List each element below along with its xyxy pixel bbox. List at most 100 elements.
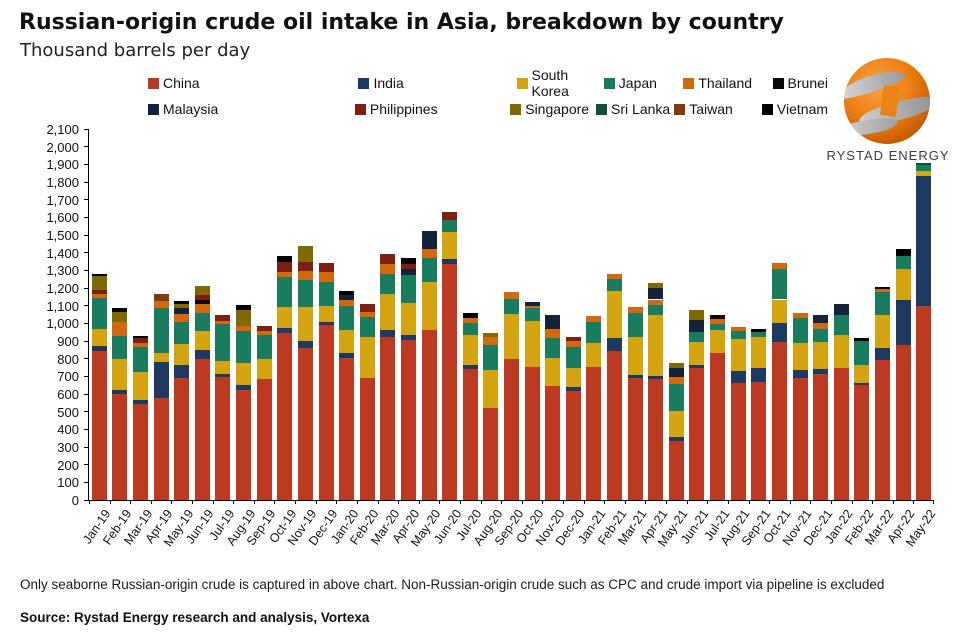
legend-label: Singapore <box>525 101 590 117</box>
bar-segment-india <box>236 385 252 391</box>
x-axis-tick <box>810 500 812 504</box>
bar-segment-japan <box>504 298 519 314</box>
stacked-bar-jun-20 <box>442 212 458 500</box>
legend-swatch-icon <box>683 77 695 89</box>
bar-segment-south-korea <box>627 337 643 375</box>
bar-segment-india <box>895 300 911 346</box>
x-axis-tick <box>769 500 771 504</box>
bar-segment-india <box>648 376 664 379</box>
bar-segment-south-korea <box>524 320 540 367</box>
bar-segment-singapore <box>91 275 107 290</box>
bar-segment-philippines <box>359 303 375 312</box>
bar-segment-south-korea <box>380 294 396 330</box>
x-axis-tick <box>583 500 585 504</box>
stacked-bar-chart-plot-area: 0 100 200 300 400 500 600 700 800 900 1,000 1,100 1,… <box>46 122 938 549</box>
legend-swatch-icon <box>596 103 608 115</box>
bar-segment-philippines <box>565 337 581 341</box>
y-axis-tick <box>84 163 88 165</box>
bar-segment-south-korea <box>277 307 293 328</box>
y-axis-label: 0 <box>71 493 79 508</box>
bar-segment-thailand <box>565 341 581 348</box>
y-axis-label: 1,400 <box>46 245 79 261</box>
bar-segment-vietnam <box>874 287 890 289</box>
bar-segment-japan <box>689 332 705 342</box>
stacked-bar-sep-19 <box>256 326 272 500</box>
x-axis-tick <box>872 500 874 504</box>
bar-segment-thailand <box>648 299 664 305</box>
bar-segment-south-korea <box>751 336 767 369</box>
x-axis-tick <box>356 500 358 504</box>
bar-segment-japan <box>359 317 375 338</box>
x-axis-tick <box>253 500 255 504</box>
legend-swatch-icon <box>674 103 686 115</box>
bar-segment-thailand <box>524 305 540 309</box>
bar-segment-thailand <box>133 342 149 348</box>
x-axis-tick <box>624 500 626 504</box>
y-axis-tick <box>84 234 88 236</box>
y-axis-tick <box>84 464 88 466</box>
bar-segment-malaysia <box>648 288 664 300</box>
bar-segment-china <box>91 350 107 500</box>
stacked-bar-jun-21 <box>689 310 705 500</box>
bar-segment-south-korea <box>174 343 190 365</box>
legend-label: China <box>163 75 200 91</box>
x-axis-tick <box>645 500 647 504</box>
legend-item-japan: Japan <box>603 75 684 91</box>
bar-segment-south-korea <box>483 370 499 409</box>
x-axis-tick <box>686 500 688 504</box>
y-axis-label: 1,600 <box>46 210 79 226</box>
bar-segment-india <box>400 334 416 341</box>
stacked-bar-feb-19 <box>112 308 128 500</box>
stacked-bar-oct-21 <box>771 263 787 500</box>
y-axis-label: 500 <box>57 404 79 420</box>
bar-segment-thailand <box>236 326 252 332</box>
legend-item-philippines: Philippines <box>354 101 510 117</box>
bar-segment-south-korea <box>710 329 726 354</box>
bar-segment-brunei <box>194 300 210 304</box>
bar-segment-singapore <box>236 310 252 326</box>
bar-segment-vietnam <box>462 312 478 319</box>
bar-segment-south-korea <box>153 353 169 363</box>
stacked-bar-may-19 <box>174 301 190 500</box>
y-axis-tick <box>84 411 88 413</box>
bar-segment-china <box>689 368 705 500</box>
bar-segment-thailand <box>586 316 602 322</box>
legend-label: Malaysia <box>163 101 219 117</box>
y-axis-label: 2,000 <box>46 139 79 155</box>
bar-segment-singapore <box>483 333 499 338</box>
bar-segment-india <box>668 437 684 441</box>
bar-segment-philippines <box>318 263 334 273</box>
bar-segment-china <box>194 358 210 500</box>
bar-segment-japan <box>874 292 890 316</box>
bar-segment-philippines <box>91 289 107 295</box>
bar-segment-japan <box>545 338 561 358</box>
x-axis-tick <box>933 500 934 504</box>
legend-swatch-icon <box>603 77 615 89</box>
bar-segment-india <box>194 349 210 359</box>
bar-segment-china <box>215 377 231 500</box>
stacked-bar-may-21 <box>668 363 684 500</box>
x-axis-tick <box>377 500 379 504</box>
bar-segment-japan <box>751 332 767 337</box>
bar-segment-thailand <box>380 264 396 274</box>
stacked-bar-jan-20 <box>339 290 355 500</box>
bar-segment-japan <box>339 305 355 330</box>
bar-segment-south-korea <box>689 341 705 365</box>
bar-segment-china <box>833 368 849 500</box>
bar-segment-china <box>813 373 829 500</box>
y-axis-label: 1,500 <box>46 228 79 243</box>
bar-segment-india <box>751 368 767 382</box>
bar-segment-china <box>545 386 561 500</box>
bar-segment-malaysia <box>545 315 561 329</box>
stacked-bar-mar-21 <box>627 307 643 500</box>
bar-segment-china <box>710 353 726 500</box>
bar-segment-japan <box>854 341 870 365</box>
bar-segment-china <box>153 397 169 500</box>
x-axis-tick <box>212 500 214 504</box>
x-axis-tick <box>563 500 565 504</box>
bar-segment-vietnam <box>854 338 870 341</box>
stacked-bar-may-22 <box>916 162 932 500</box>
bar-segment-south-korea <box>236 363 252 386</box>
bar-segment-india <box>297 341 313 349</box>
bar-segment-south-korea <box>215 361 231 374</box>
